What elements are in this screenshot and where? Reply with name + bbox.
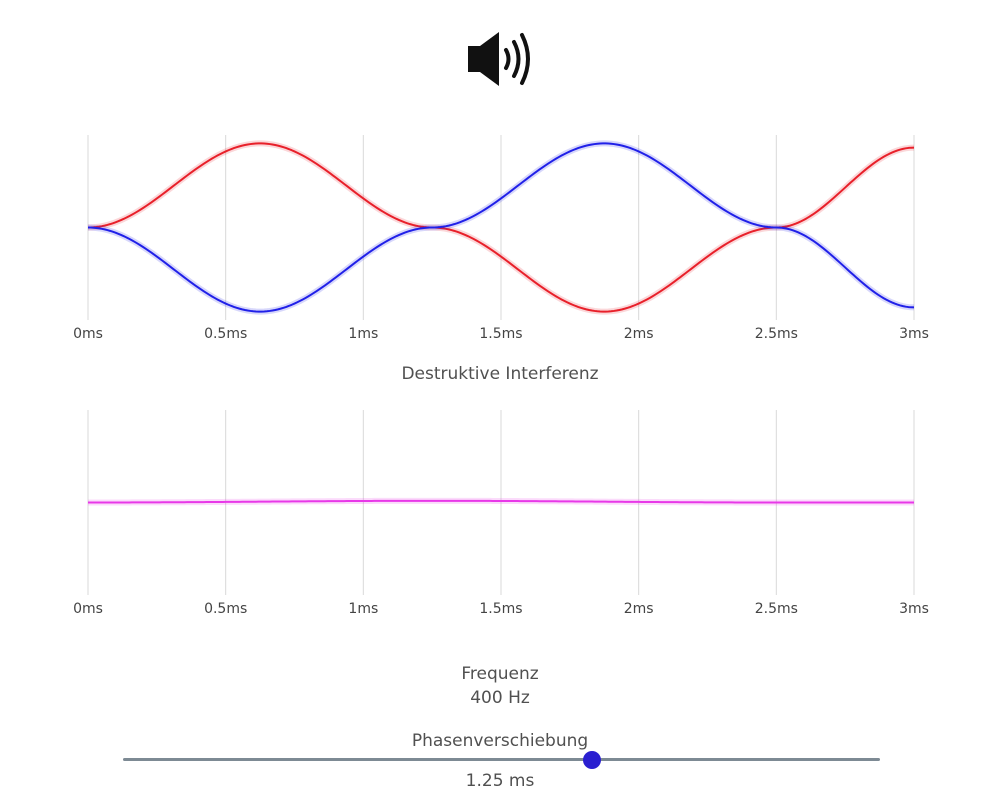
waves-tick-label: 1.5ms bbox=[479, 326, 522, 342]
speaker-body bbox=[468, 32, 499, 86]
sum-tick-label: 0.5ms bbox=[204, 601, 247, 617]
waves-chart-svg: 0ms 0.5ms 1ms 1.5ms 2ms 2.5ms 3ms bbox=[73, 135, 929, 342]
sound-wave-large bbox=[520, 33, 530, 85]
waves-chart: 0ms 0.5ms 1ms 1.5ms 2ms 2.5ms 3ms bbox=[0, 120, 1000, 350]
sound-wave-medium bbox=[512, 40, 521, 78]
sound-wave-small bbox=[504, 48, 511, 70]
sum-series-line-0 bbox=[88, 499, 914, 504]
sum-tick-label: 3ms bbox=[899, 601, 929, 617]
sum-tick-label: 1.5ms bbox=[479, 601, 522, 617]
sum-tick-label: 0ms bbox=[73, 601, 103, 617]
waves-tick-label: 2ms bbox=[624, 326, 654, 342]
phase-label: Phasenverschiebung bbox=[411, 731, 589, 751]
phase-slider[interactable] bbox=[123, 751, 880, 769]
phase-value: 1.25 ms bbox=[465, 771, 535, 791]
sum-tick-label: 1ms bbox=[348, 601, 378, 617]
sum-tick-label: 2ms bbox=[624, 601, 654, 617]
interference-title: Destruktive Interferenz bbox=[401, 364, 599, 384]
waves-tick-label: 0ms bbox=[73, 326, 103, 342]
waves-series-line-1 bbox=[87, 142, 915, 313]
sum-wave-chart: 0ms 0.5ms 1ms 1.5ms 2ms 2.5ms 3ms bbox=[0, 395, 1000, 625]
frequency-label: Frequenz bbox=[461, 664, 539, 684]
phase-slider-thumb[interactable] bbox=[583, 751, 602, 769]
speaker-volume-icon[interactable] bbox=[466, 30, 538, 88]
waves-tick-label: 0.5ms bbox=[204, 326, 247, 342]
phase-slider-track[interactable] bbox=[123, 758, 880, 761]
waves-tick-label: 3ms bbox=[899, 326, 929, 342]
waves-tick-label: 2.5ms bbox=[755, 326, 798, 342]
sum-tick-label: 2.5ms bbox=[755, 601, 798, 617]
sum-wave-chart-svg: 0ms 0.5ms 1ms 1.5ms 2ms 2.5ms 3ms bbox=[73, 410, 929, 617]
frequency-value: 400 Hz bbox=[470, 688, 530, 708]
waves-tick-label: 1ms bbox=[348, 326, 378, 342]
